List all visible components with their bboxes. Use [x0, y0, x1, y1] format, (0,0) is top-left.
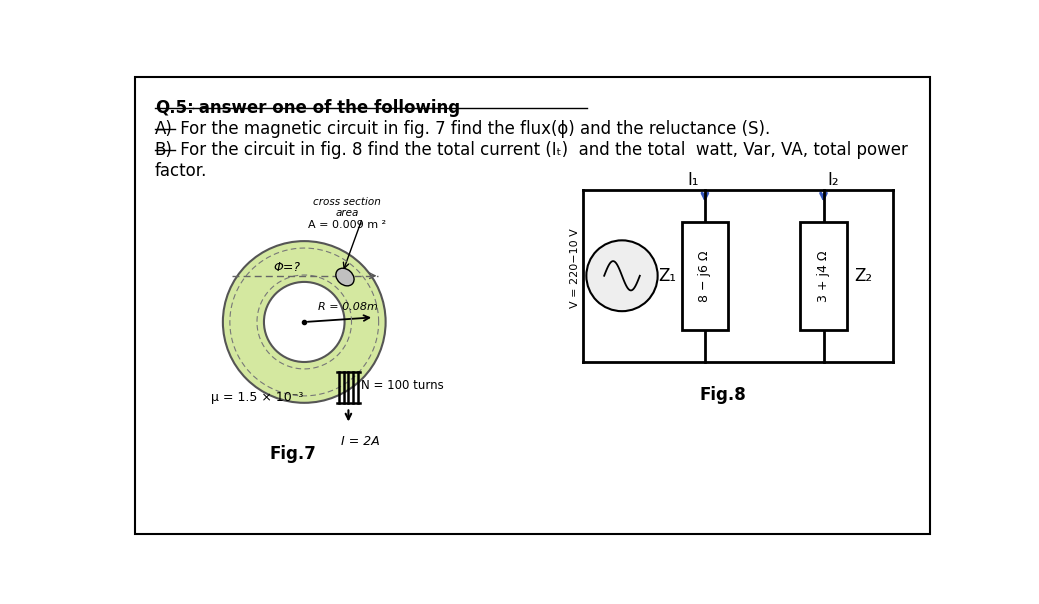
Text: factor.: factor.	[155, 162, 207, 180]
Text: Q.5:: Q.5:	[155, 98, 193, 117]
Text: R = 0.08m: R = 0.08m	[318, 301, 378, 312]
Text: A = 0.009 m ²: A = 0.009 m ²	[308, 220, 385, 230]
Ellipse shape	[336, 268, 354, 286]
Text: I = 2A: I = 2A	[341, 435, 379, 448]
Text: For the circuit in fig. 8 find the total current (Iₜ)  and the total  watt, Var,: For the circuit in fig. 8 find the total…	[175, 141, 908, 159]
Text: area: area	[336, 208, 358, 219]
Text: μ = 1.5 × 10⁻³: μ = 1.5 × 10⁻³	[211, 391, 303, 404]
Text: Z₁: Z₁	[659, 267, 676, 284]
Text: Z₂: Z₂	[855, 267, 873, 284]
Text: 3 + j4 Ω: 3 + j4 Ω	[817, 250, 830, 301]
Text: V = 220−10 V: V = 220−10 V	[570, 228, 581, 308]
Text: Fig.7: Fig.7	[269, 445, 316, 463]
Bar	[800, 222, 847, 330]
Text: answer one of the following: answer one of the following	[193, 98, 460, 117]
Circle shape	[586, 240, 658, 311]
Text: I₁: I₁	[688, 171, 699, 189]
Text: cross section: cross section	[313, 197, 381, 207]
Text: B): B)	[155, 141, 172, 159]
Circle shape	[264, 282, 345, 362]
Text: I₂: I₂	[827, 171, 838, 189]
Text: 8 − j6 Ω: 8 − j6 Ω	[698, 250, 712, 301]
Circle shape	[223, 241, 385, 403]
Text: Φ=?: Φ=?	[273, 261, 300, 274]
Text: N = 100 turns: N = 100 turns	[361, 379, 444, 392]
Text: For the magnetic circuit in fig. 7 find the flux(ϕ) and the reluctance (S).: For the magnetic circuit in fig. 7 find …	[175, 120, 770, 138]
Bar	[682, 222, 728, 330]
Text: A): A)	[155, 120, 172, 138]
Text: Fig.8: Fig.8	[699, 387, 746, 405]
